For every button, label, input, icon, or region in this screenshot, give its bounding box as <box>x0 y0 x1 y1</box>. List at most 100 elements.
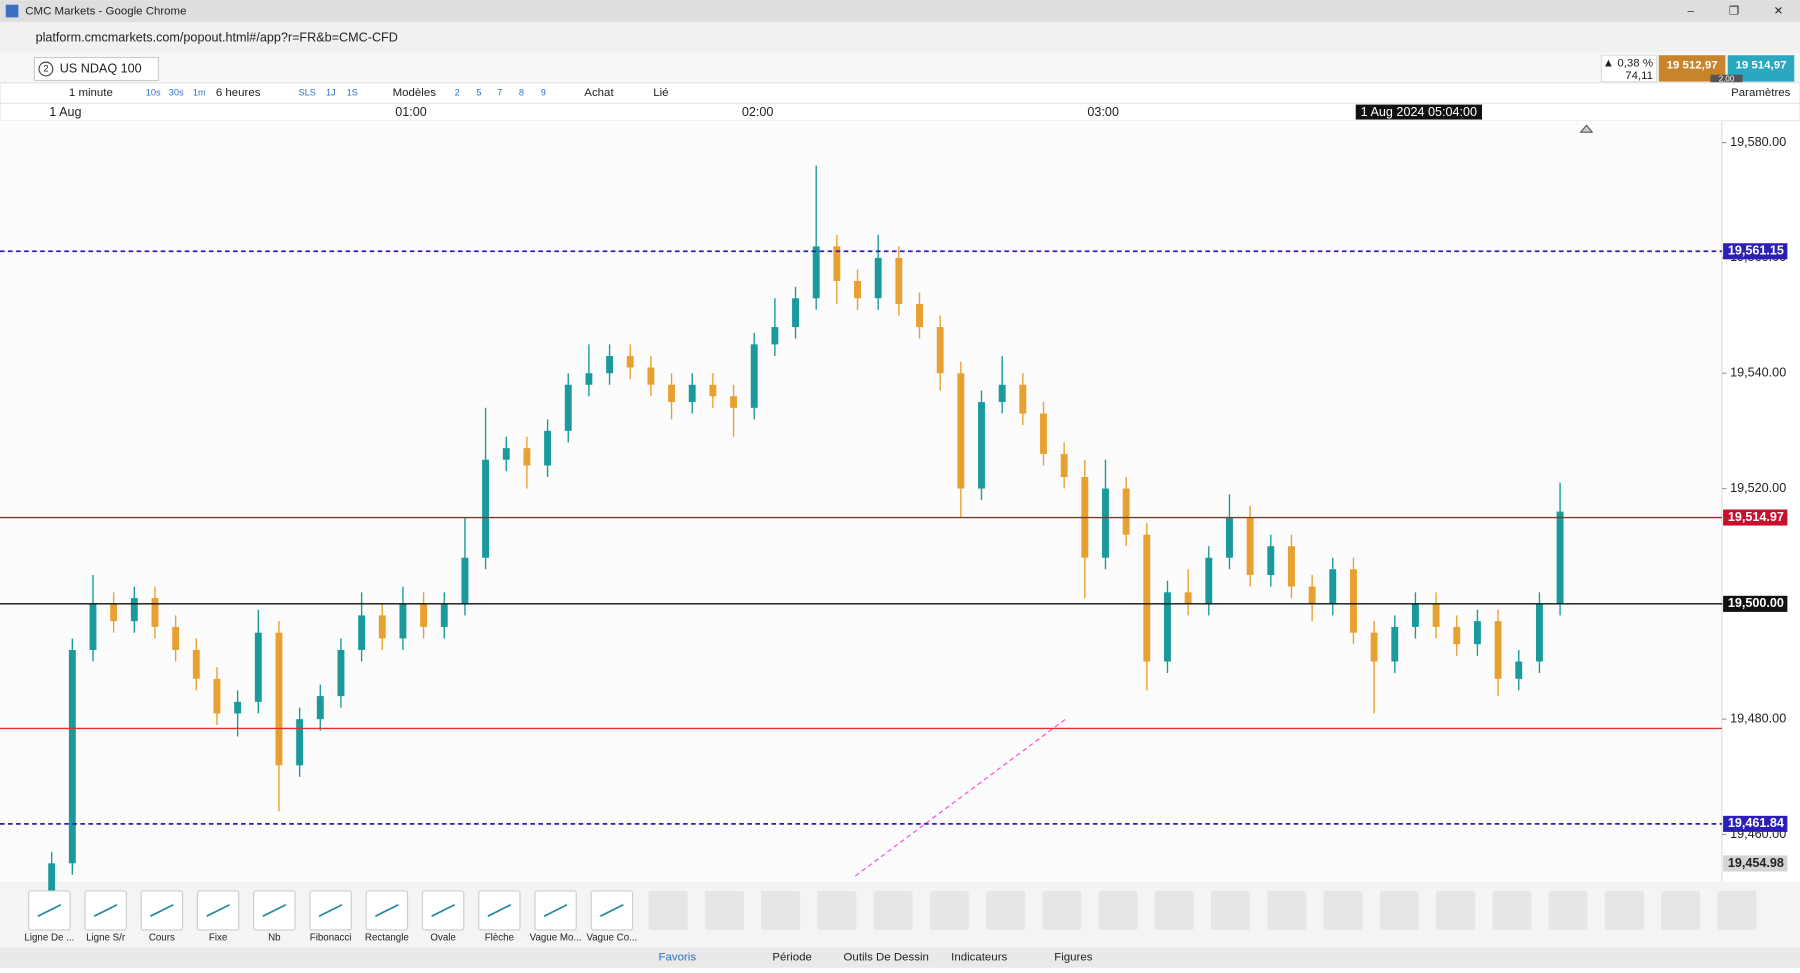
toolbar-item[interactable]: Paramètres <box>1731 87 1791 99</box>
candle-body <box>254 632 262 702</box>
candle-body <box>461 557 469 604</box>
tool-icon <box>37 903 62 917</box>
candle-body <box>1122 488 1130 535</box>
toolbar-item[interactable]: Lié <box>653 87 668 99</box>
empty-slot <box>1661 890 1701 930</box>
x-tick-label: 1 Aug <box>49 105 81 119</box>
candle-body <box>337 649 345 697</box>
crosshair-box <box>1355 104 1483 120</box>
tool-icon <box>374 903 399 917</box>
toolbar-item[interactable]: Achat <box>584 87 614 99</box>
tool-label: Ligne De ... <box>24 933 74 944</box>
candle-body <box>1370 632 1378 662</box>
candle-body <box>688 384 696 403</box>
candle-body <box>110 603 118 622</box>
empty-slot <box>761 890 801 930</box>
toolbar-item[interactable]: SLS <box>298 88 315 98</box>
tab[interactable]: Outils De Dessin <box>844 952 929 964</box>
tool-icon <box>93 903 118 917</box>
toolbar-item[interactable]: 10s <box>146 88 161 98</box>
candle-body <box>48 863 56 904</box>
level-label-box <box>1723 243 1788 260</box>
candle-body <box>895 257 903 305</box>
candle-body <box>1288 546 1295 587</box>
candle-body <box>854 280 861 299</box>
candle-body <box>1556 511 1564 604</box>
level-label-box <box>1723 595 1788 612</box>
empty-slot <box>1323 890 1363 930</box>
scroll-marker[interactable] <box>1579 124 1594 133</box>
tab-bar <box>0 947 1800 968</box>
instrument-row <box>0 52 1800 83</box>
toolbar-item[interactable]: 6 heures <box>216 87 261 99</box>
instrument-tab[interactable] <box>33 56 159 82</box>
empty-slot <box>1267 890 1307 930</box>
toolbar-item[interactable]: 8 <box>519 88 524 98</box>
tool-label: Fixe <box>209 933 227 944</box>
toolbar-item[interactable]: 2 <box>455 88 460 98</box>
candle-body <box>1246 517 1254 576</box>
tool-label: Vague Mo... <box>530 933 582 944</box>
toolbar-item[interactable]: 1S <box>347 88 358 98</box>
toolbar-item[interactable]: 1m <box>193 88 206 98</box>
url[interactable]: platform.cmcmarkets.com/popout.html#/app… <box>36 30 398 44</box>
toolbar-item[interactable]: 9 <box>541 88 546 98</box>
tool-icon <box>599 903 624 917</box>
level-label: 19,461.84 <box>1728 816 1784 830</box>
x-tick-label: 02:00 <box>742 105 774 119</box>
candle-body <box>1226 517 1233 558</box>
toolbar-item[interactable]: Modèles <box>393 87 437 99</box>
candle-body <box>172 626 180 650</box>
toolbar <box>0 82 1800 105</box>
crosshair-label: 1 Aug 2024 05:04:00 <box>1361 105 1477 119</box>
toolbar-item[interactable]: 30s <box>169 88 184 98</box>
candle-body <box>1515 661 1523 679</box>
tab[interactable]: Indicateurs <box>951 952 1007 964</box>
empty-slot <box>1154 890 1194 930</box>
candle-body <box>647 367 655 385</box>
tool-icon <box>206 903 230 917</box>
tab[interactable]: Figures <box>1054 952 1093 964</box>
empty-slot <box>1436 890 1476 930</box>
candle-body <box>606 355 614 374</box>
candle-body <box>812 246 820 299</box>
candle-body <box>130 598 138 622</box>
tool-label: Nb <box>268 933 281 944</box>
candle-body <box>213 678 221 714</box>
y-tick-label: 19,520.00 <box>1730 481 1786 495</box>
candle-body <box>420 603 428 627</box>
candle-body <box>792 298 799 328</box>
drawn-trendline[interactable] <box>854 717 1068 877</box>
buy-price: 19 514,97 <box>1735 60 1786 72</box>
empty-slot <box>648 890 688 930</box>
tab[interactable]: Période <box>772 952 812 964</box>
tool-label: Ligne S/r <box>86 933 126 944</box>
candle-body <box>730 396 737 408</box>
tab[interactable]: Favoris <box>658 952 696 964</box>
tool-label: Rectangle <box>365 933 409 944</box>
candle-body <box>523 448 531 466</box>
y-tick-label: 19,580.00 <box>1730 135 1786 149</box>
tool-label: Flèche <box>485 933 514 944</box>
toolbar-item[interactable]: 1 minute <box>69 87 113 99</box>
candle-body <box>1267 546 1275 576</box>
toolbar-item[interactable]: 1J <box>326 88 336 98</box>
candle-body <box>626 355 634 368</box>
spread-box <box>1710 74 1743 84</box>
empty-slot <box>929 890 969 930</box>
candle-body <box>771 327 779 345</box>
minimize[interactable]: – <box>1688 6 1695 18</box>
candle-body <box>978 402 985 489</box>
toolbar-item[interactable]: 7 <box>497 88 502 98</box>
candle-body <box>482 459 490 558</box>
candle-body <box>916 304 923 328</box>
empty-slot <box>704 890 744 930</box>
candle-body <box>502 448 510 460</box>
empty-slot <box>1548 890 1588 930</box>
close[interactable]: ✕ <box>1774 6 1784 18</box>
toolbar-item[interactable]: 5 <box>476 88 481 98</box>
empty-slot <box>1098 890 1138 930</box>
tool-icon <box>318 903 343 917</box>
restore[interactable]: ❐ <box>1729 6 1739 18</box>
